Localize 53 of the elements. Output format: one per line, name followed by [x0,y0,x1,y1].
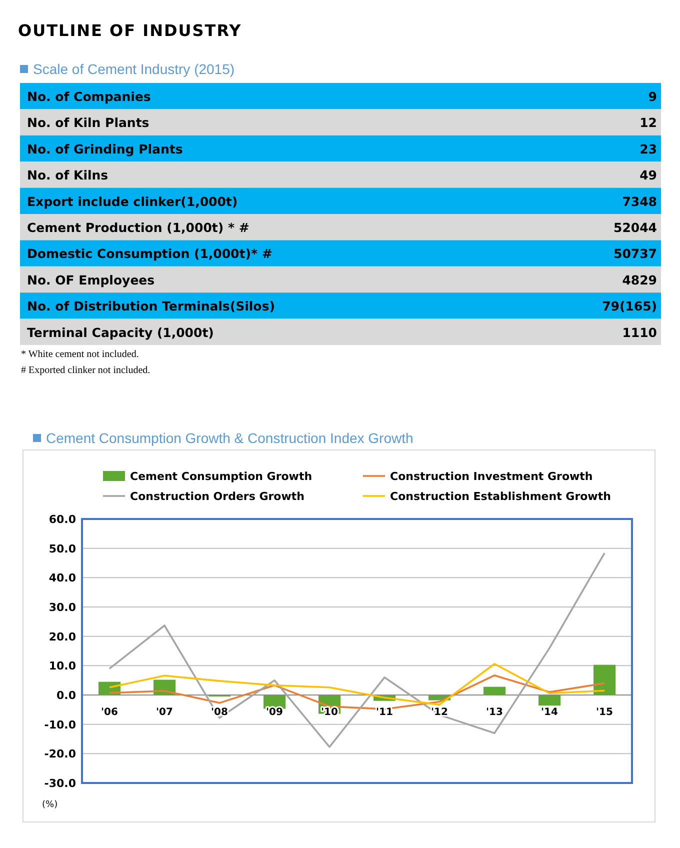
y-tick-label: 40.0 [48,572,76,585]
x-tick-label: '08 [211,707,228,718]
x-tick-label: '11 [376,707,394,718]
y-tick-label: -30.0 [44,777,76,790]
category-label: No. of Grinding Plants [27,141,183,156]
text: 1110 [622,324,657,340]
text: * White cement not included. [21,349,139,360]
x-tick-label: '14 [541,707,558,718]
bar [594,664,616,695]
y-axis-title: (%) [42,800,58,810]
y-tick-label: -10.0 [44,718,76,732]
text: OUTLINE OF INDUSTRY [18,21,242,40]
bar [484,686,506,695]
x-tick-label: '09 [266,707,284,718]
text: # Exported clinker not included. [21,365,150,376]
line-series [108,663,606,706]
category-label: Cement Production (1,000t) * # [27,220,250,235]
category-label: Terminal Capacity (1,000t) [27,324,214,340]
y-tick-label: -20.0 [44,748,76,761]
text: 49 [640,168,657,183]
x-tick-label: '12 [431,707,448,718]
category-label: No. OF Employees [27,272,155,288]
y-tick-label: 10.0 [48,660,76,673]
legend-label: Construction Establishment Growth [390,490,611,503]
category-label: No. of Distribution Terminals(Silos) [27,298,275,314]
text: 7348 [622,194,657,209]
category-label: Domestic Consumption (1,000t)* # [27,246,272,262]
y-tick-label: 20.0 [48,630,76,644]
legend-label: Construction Investment Growth [390,470,593,483]
category-label: Export include clinker(1,000t) [27,194,238,209]
y-tick-label: 60.0 [48,513,76,526]
legend-label: Cement Consumption Growth [130,470,312,483]
text: 79(165) [602,298,657,314]
category-label: No. of Kilns [27,168,108,183]
chart-title: Cement Consumption Growth & Construction Index Growth [46,430,414,446]
bar [538,695,560,706]
text: 23 [640,141,657,156]
x-tick-label: '06 [101,707,118,718]
y-tick-label: 50.0 [48,542,76,556]
text: 12 [640,115,657,130]
text: 52044 [614,220,657,235]
category-label: No. of Kiln Plants [27,115,150,130]
x-tick-label: '15 [596,707,614,718]
x-tick-label: '13 [486,707,504,718]
y-tick-label: 0.0 [56,689,76,702]
x-tick-label: '07 [156,707,174,718]
text: 9 [648,89,657,104]
text: Scale of Cement Industry (2015) [33,61,235,77]
text: 50737 [614,246,657,262]
text: 4829 [622,272,657,288]
legend-label: Construction Orders Growth [130,490,304,503]
category-label: No. of Companies [27,89,151,104]
y-tick-label: 30.0 [48,601,76,614]
